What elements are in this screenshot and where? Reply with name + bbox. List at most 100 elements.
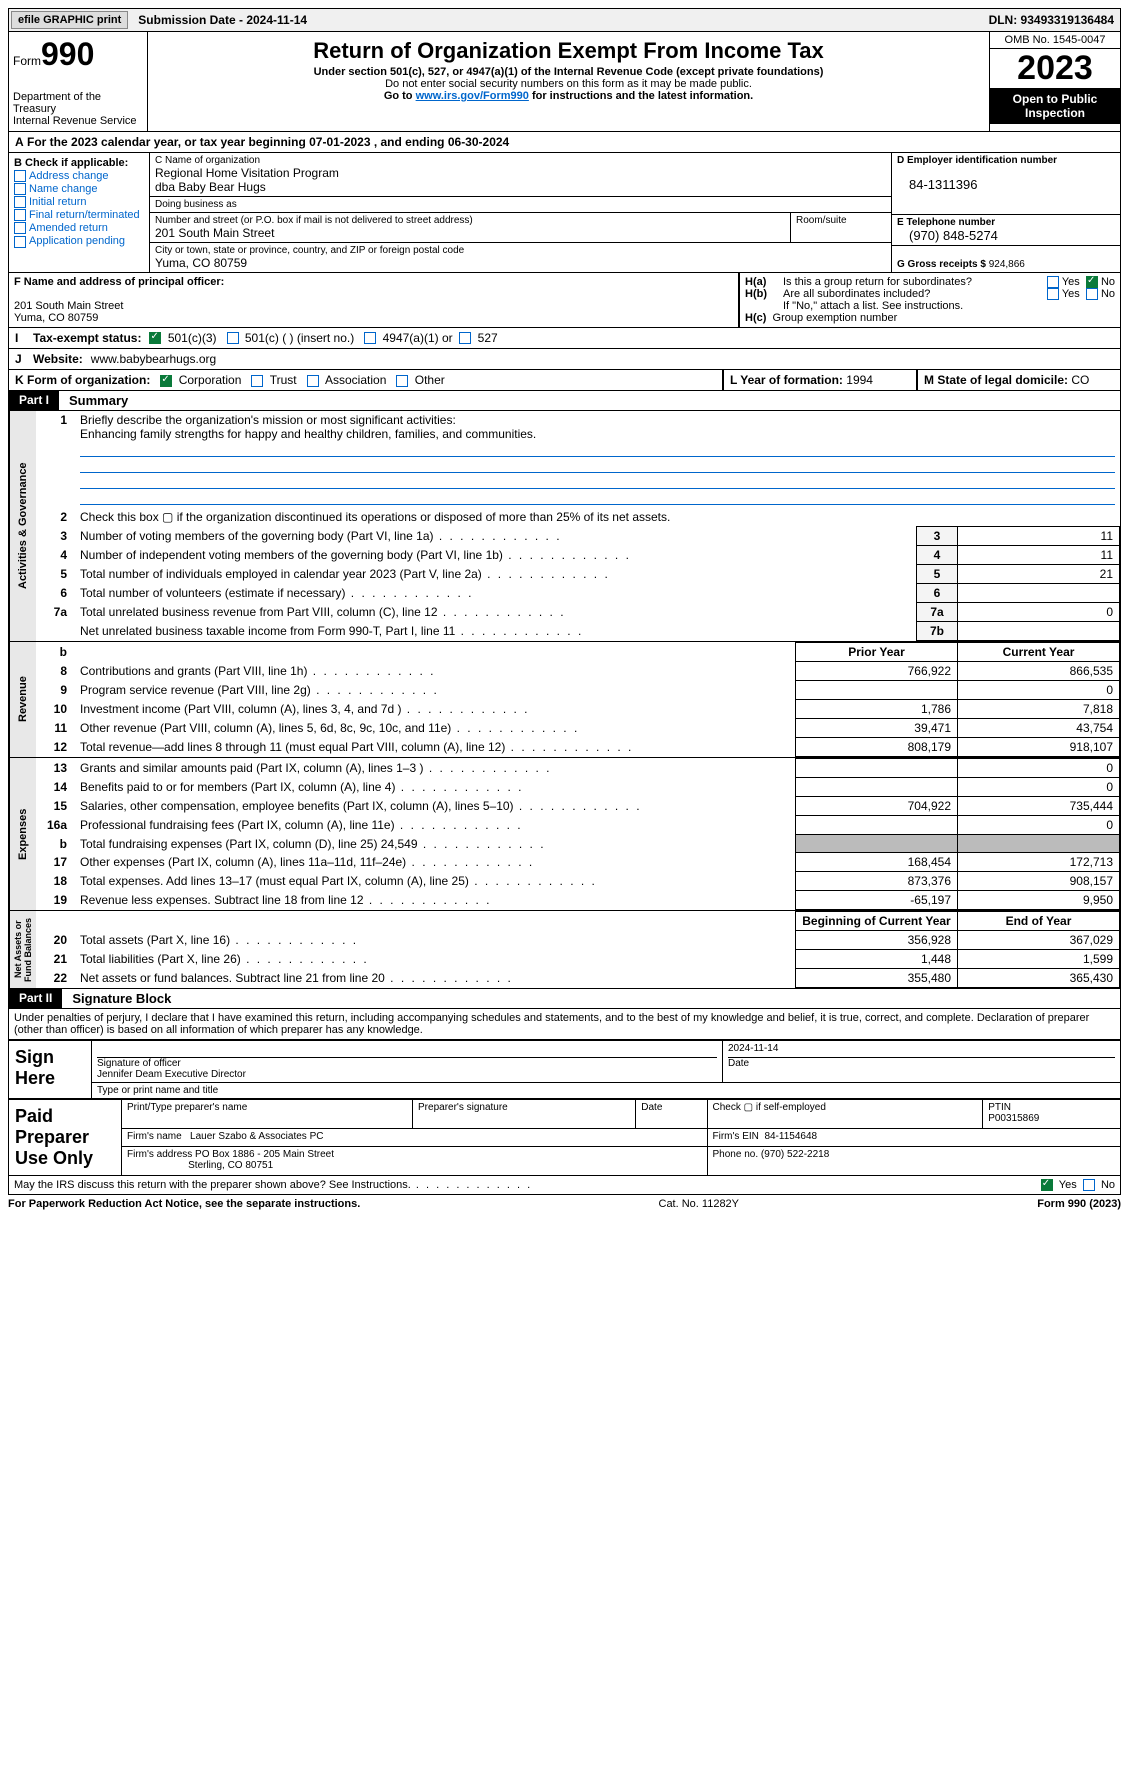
officer-addr1: 201 South Main Street (14, 300, 123, 312)
i-4947[interactable]: 4947(a)(1) or (383, 331, 453, 345)
b-final[interactable]: Final return/terminated (29, 209, 140, 221)
k-assoc[interactable]: Association (325, 373, 386, 387)
section-c: C Name of organization Regional Home Vis… (149, 153, 891, 273)
l1-text: Briefly describe the organization's miss… (80, 413, 456, 427)
year-formation: 1994 (846, 373, 873, 387)
form-prefix: Form (13, 54, 41, 68)
top-bar: efile GRAPHIC print Submission Date - 20… (8, 8, 1121, 32)
discuss-yes[interactable]: Yes (1059, 1179, 1077, 1191)
tab-expenses: Expenses (9, 758, 36, 910)
officer-addr2: Yuma, CO 80759 (14, 312, 98, 324)
section-f: F Name and address of principal officer:… (8, 273, 739, 328)
efile-button[interactable]: efile GRAPHIC print (11, 11, 128, 29)
hb-yes[interactable]: Yes (1062, 288, 1080, 300)
paid-preparer: Paid Preparer Use Only (9, 1100, 122, 1176)
d-label: D Employer identification number (897, 155, 1057, 166)
m-label: M State of legal domicile: (924, 373, 1068, 387)
form-header: Form990 Department of the Treasury Inter… (8, 32, 1121, 132)
line-klm: K Form of organization: Corporation Trus… (8, 370, 1121, 391)
street-address: 201 South Main Street (155, 226, 274, 240)
ha-yes[interactable]: Yes (1062, 276, 1080, 288)
h-note: If "No," attach a list. See instructions… (745, 300, 1115, 312)
hc-label: Group exemption number (773, 312, 898, 324)
prep-sig-label: Preparer's signature (413, 1100, 636, 1129)
sig-label: Signature of officer (97, 1058, 181, 1069)
org-name: Regional Home Visitation Program (155, 166, 339, 180)
b-amended[interactable]: Amended return (29, 222, 108, 234)
b-label: B Check if applicable: (14, 157, 144, 169)
ein: 84-1311396 (897, 177, 977, 192)
l-label: L Year of formation: (730, 373, 843, 387)
footer-mid: Cat. No. 11282Y (659, 1198, 740, 1210)
type-label: Type or print name and title (92, 1083, 1121, 1099)
goto-post: for instructions and the latest informat… (529, 90, 753, 102)
state-domicile: CO (1071, 373, 1089, 387)
k-trust[interactable]: Trust (270, 373, 297, 387)
date-label: Date (728, 1058, 749, 1069)
submission-date: Submission Date - 2024-11-14 (130, 13, 988, 27)
i-527[interactable]: 527 (478, 331, 498, 345)
line-j: JWebsite: www.babybearhugs.org (8, 349, 1121, 370)
dln: DLN: 93493319136484 (989, 13, 1120, 27)
website: www.babybearhugs.org (91, 352, 216, 366)
i-label: Tax-exempt status: (33, 331, 141, 345)
i-501c[interactable]: 501(c) ( ) (insert no.) (245, 331, 354, 345)
b-name-change[interactable]: Name change (29, 183, 98, 195)
room-label: Room/suite (796, 215, 847, 226)
hb-no[interactable]: No (1101, 288, 1115, 300)
ptin-label: PTIN (988, 1102, 1011, 1113)
l2-num: 2 (36, 508, 75, 526)
k-other[interactable]: Other (415, 373, 445, 387)
c-label: C Name of organization (155, 155, 260, 166)
subtitle2: Do not enter social security numbers on … (152, 78, 985, 90)
k-label: K Form of organization: (15, 373, 150, 387)
addr-label: Number and street (or P.O. box if mail i… (155, 215, 473, 226)
dept-label: Department of the Treasury Internal Reve… (13, 91, 143, 127)
footer-left: For Paperwork Reduction Act Notice, see … (8, 1198, 360, 1210)
b-addr-change[interactable]: Address change (29, 170, 109, 182)
phone: (970) 848-5274 (897, 228, 998, 243)
form-title: Return of Organization Exempt From Incom… (152, 38, 985, 64)
part2-hdr: Part II (9, 989, 62, 1008)
mission: Enhancing family strengths for happy and… (80, 427, 536, 441)
ptin: P00315869 (988, 1113, 1039, 1124)
firm-addr1: PO Box 1886 - 205 Main Street (195, 1149, 334, 1160)
self-emp-label[interactable]: Check ▢ if self-employed (707, 1100, 983, 1129)
phone-label: Phone no. (713, 1149, 759, 1160)
tab-revenue: Revenue (9, 642, 36, 757)
officer-name: Jennifer Deam Executive Director (97, 1069, 246, 1080)
l2-text: Check this box ▢ if the organization dis… (75, 508, 1120, 526)
firm-ein-label: Firm's EIN (713, 1131, 759, 1142)
k-corp[interactable]: Corporation (179, 373, 242, 387)
omb-number: OMB No. 1545-0047 (990, 32, 1120, 49)
b-pending[interactable]: Application pending (29, 235, 125, 247)
section-b: B Check if applicable: Address change Na… (8, 153, 149, 273)
prep-name-label: Print/Type preparer's name (122, 1100, 413, 1129)
part2-title: Signature Block (62, 989, 181, 1008)
line-a: A For the 2023 calendar year, or tax yea… (8, 132, 1121, 153)
section-h: H(a)Is this a group return for subordina… (739, 273, 1121, 328)
irs-link[interactable]: www.irs.gov/Form990 (416, 90, 529, 102)
ha-label: Is this a group return for subordinates? (783, 276, 1047, 288)
f-label: F Name and address of principal officer: (14, 276, 224, 288)
subtitle1: Under section 501(c), 527, or 4947(a)(1)… (152, 66, 985, 78)
i-501c3[interactable]: 501(c)(3) (168, 331, 217, 345)
part1-title: Summary (59, 391, 138, 410)
l1-num: 1 (36, 411, 75, 508)
sig-date: 2024-11-14 (728, 1043, 778, 1054)
discuss-text: May the IRS discuss this return with the… (14, 1179, 1041, 1191)
b-initial[interactable]: Initial return (29, 196, 86, 208)
ha-no[interactable]: No (1101, 276, 1115, 288)
discuss-no[interactable]: No (1101, 1179, 1115, 1191)
org-dba: dba Baby Bear Hugs (155, 180, 266, 194)
firm-name-label: Firm's name (127, 1131, 182, 1142)
firm-name: Lauer Szabo & Associates PC (190, 1131, 323, 1142)
firm-addr2: Sterling, CO 80751 (188, 1160, 273, 1171)
public-inspection: Open to Public Inspection (990, 88, 1120, 124)
gross-receipts: 924,866 (989, 259, 1025, 270)
g-label: G Gross receipts $ (897, 259, 986, 270)
part1-hdr: Part I (9, 391, 59, 410)
hb-label: Are all subordinates included? (783, 288, 1047, 300)
form-number: 990 (41, 36, 94, 72)
tab-netassets: Net Assets or Fund Balances (9, 911, 36, 988)
